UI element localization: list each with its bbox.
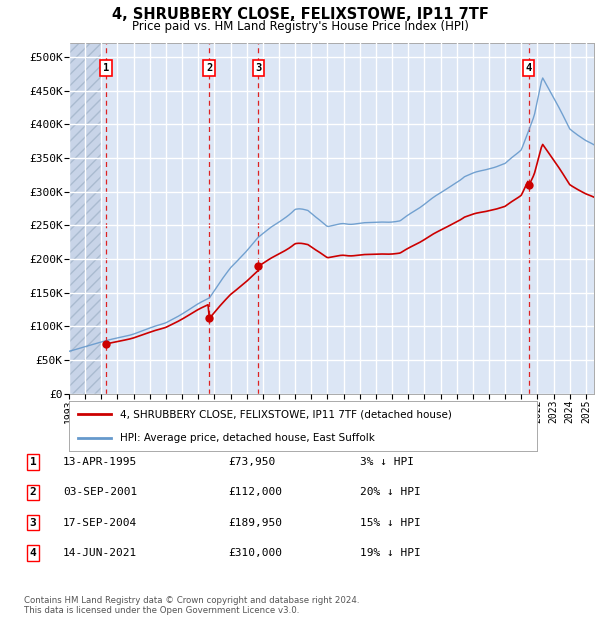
Text: 4, SHRUBBERY CLOSE, FELIXSTOWE, IP11 7TF (detached house): 4, SHRUBBERY CLOSE, FELIXSTOWE, IP11 7TF… bbox=[121, 409, 452, 419]
Text: 13-APR-1995: 13-APR-1995 bbox=[63, 457, 137, 467]
Text: 3: 3 bbox=[29, 518, 37, 528]
Text: 2: 2 bbox=[29, 487, 37, 497]
Text: 14-JUN-2021: 14-JUN-2021 bbox=[63, 548, 137, 558]
Text: 03-SEP-2001: 03-SEP-2001 bbox=[63, 487, 137, 497]
Text: 17-SEP-2004: 17-SEP-2004 bbox=[63, 518, 137, 528]
Text: 4: 4 bbox=[29, 548, 37, 558]
Text: 20% ↓ HPI: 20% ↓ HPI bbox=[360, 487, 421, 497]
Text: 19% ↓ HPI: 19% ↓ HPI bbox=[360, 548, 421, 558]
Text: £310,000: £310,000 bbox=[228, 548, 282, 558]
Text: £112,000: £112,000 bbox=[228, 487, 282, 497]
Text: £73,950: £73,950 bbox=[228, 457, 275, 467]
Text: 4: 4 bbox=[526, 63, 532, 73]
Text: Contains HM Land Registry data © Crown copyright and database right 2024.
This d: Contains HM Land Registry data © Crown c… bbox=[24, 596, 359, 615]
Text: 3% ↓ HPI: 3% ↓ HPI bbox=[360, 457, 414, 467]
Text: 3: 3 bbox=[255, 63, 262, 73]
Text: 1: 1 bbox=[29, 457, 37, 467]
Text: 1: 1 bbox=[103, 63, 109, 73]
Bar bbox=[69, 43, 101, 394]
Text: £189,950: £189,950 bbox=[228, 518, 282, 528]
Text: Price paid vs. HM Land Registry's House Price Index (HPI): Price paid vs. HM Land Registry's House … bbox=[131, 20, 469, 33]
Text: HPI: Average price, detached house, East Suffolk: HPI: Average price, detached house, East… bbox=[121, 433, 376, 443]
Text: 15% ↓ HPI: 15% ↓ HPI bbox=[360, 518, 421, 528]
Text: 2: 2 bbox=[206, 63, 212, 73]
Text: 4, SHRUBBERY CLOSE, FELIXSTOWE, IP11 7TF: 4, SHRUBBERY CLOSE, FELIXSTOWE, IP11 7TF bbox=[112, 7, 488, 22]
